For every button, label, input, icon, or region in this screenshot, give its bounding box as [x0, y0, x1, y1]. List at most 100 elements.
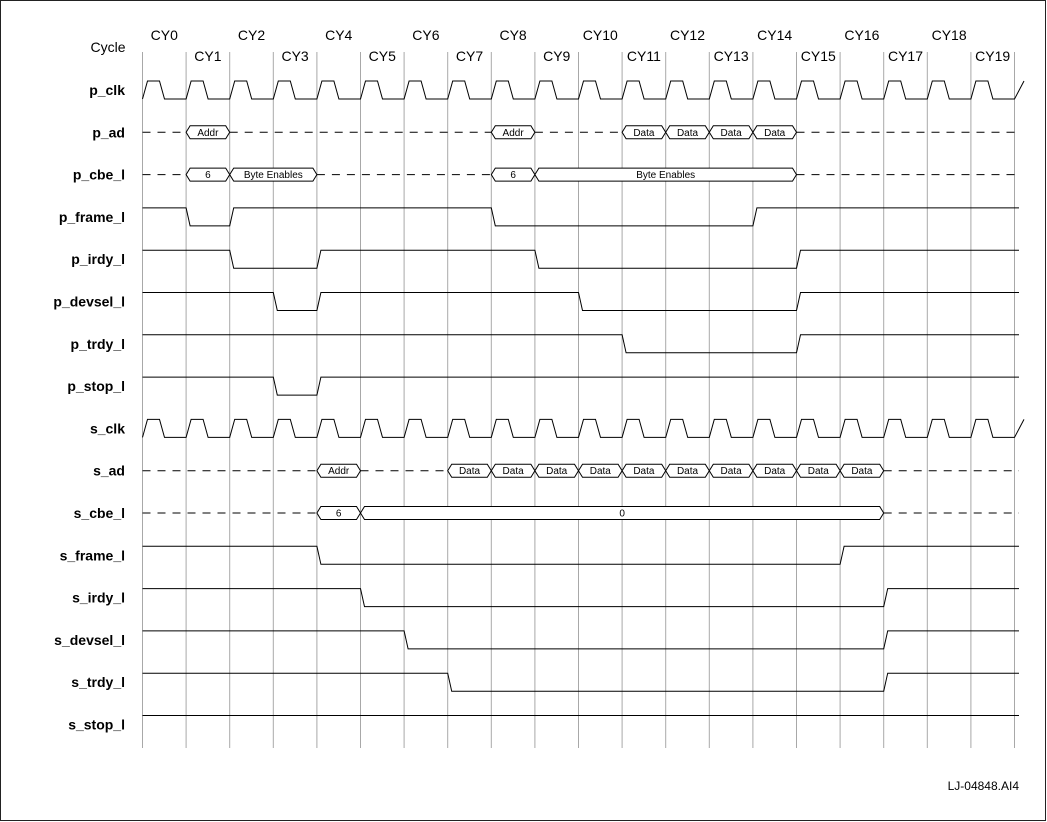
cycle-label: CY12 [670, 27, 705, 43]
signal-label: s_clk [90, 420, 125, 436]
signal-label: s_trdy_l [71, 674, 125, 690]
signal-label: p_irdy_l [71, 251, 125, 267]
signal-label: p_stop_l [67, 378, 125, 394]
bus-value-label: Data [808, 466, 830, 477]
cycle-label: CY19 [975, 48, 1010, 64]
cycle-header: Cycle CY0 CY1 CY2 CY3 CY4 CY5 CY6 CY7 CY8 CY9 CY10… [90, 27, 1010, 64]
bus-value-label: Addr [503, 128, 525, 139]
cycle-label: CY11 [627, 48, 661, 64]
bus-value-label: Data [459, 466, 481, 477]
level-waveform [142, 292, 1019, 311]
bus-value-label: 6 [510, 170, 516, 181]
signal-row: s_frame_l [60, 545, 1019, 565]
signal-label: p_frame_l [59, 209, 125, 225]
cycle-guides [142, 52, 1015, 748]
bus-value-label: Addr [197, 128, 219, 139]
bus-value-label: Data [721, 466, 743, 477]
level-waveform [142, 376, 1019, 396]
signal-row: p_irdy_l [71, 249, 1019, 269]
bus-value-label: Addr [328, 466, 350, 477]
signal-row: p_ad Addr Addr Data Data Data Data [92, 124, 1019, 140]
bus-value-label: Data [590, 466, 612, 477]
bus-value-label: Data [764, 466, 786, 477]
level-waveform [142, 672, 1019, 692]
bus-value-label: Data [633, 466, 655, 477]
signal-label: p_ad [92, 124, 125, 140]
cycle-label: CY9 [543, 48, 570, 64]
signal-label: p_devsel_l [53, 294, 125, 310]
signal-label: s_devsel_l [54, 632, 125, 648]
signal-row: s_cbe_l 6 0 [74, 505, 1019, 521]
cycle-header-label: Cycle [90, 39, 125, 55]
clock-waveform [142, 80, 1025, 100]
cycle-label: CY14 [757, 27, 792, 43]
signal-row: s_trdy_l [71, 672, 1019, 692]
cycle-label: CY18 [932, 27, 967, 43]
signal-row: s_stop_l [68, 715, 1019, 733]
signal-label: s_stop_l [68, 717, 125, 733]
cycle-label: CY2 [238, 27, 265, 43]
signal-row: p_clk [89, 80, 1025, 100]
level-waveform [142, 207, 1019, 227]
cycle-label: CY7 [456, 48, 483, 64]
bus-value-box [490, 125, 536, 140]
bus-value-label: 6 [336, 509, 342, 520]
signal-row: s_devsel_l [54, 630, 1019, 650]
signal-row: p_trdy_l [71, 334, 1019, 354]
figure-id: LJ-04848.AI4 [948, 779, 1020, 793]
cycle-label: CY3 [281, 48, 308, 64]
clock-waveform [142, 418, 1025, 438]
bus-value-label: Data [677, 466, 699, 477]
cycle-label: CY1 [194, 48, 221, 64]
level-waveform [142, 545, 1019, 565]
signal-row: p_devsel_l [53, 292, 1019, 311]
signal-row: p_cbe_l 6 Byte Enables 6 Byte Enables [73, 167, 1019, 183]
bus-value-label: Data [503, 466, 525, 477]
cycle-label: CY0 [151, 27, 178, 43]
bus-value-box [229, 167, 318, 182]
signal-row: p_stop_l [67, 376, 1019, 396]
cycle-label: CY8 [499, 27, 526, 43]
signal-rows: p_clk p_ad Addr Addr Data Data Data Data p_cbe_l… [53, 80, 1025, 733]
bus-value-label: Data [764, 128, 786, 139]
bus-value-label: Data [851, 466, 873, 477]
signal-row: s_clk [90, 418, 1025, 438]
bus-value-label: Byte Enables [244, 170, 303, 181]
signal-label: s_irdy_l [72, 590, 125, 606]
signal-row: p_frame_l [59, 207, 1019, 227]
cycle-label: CY4 [325, 27, 352, 43]
level-waveform [142, 630, 1019, 650]
bus-value-label: Data [721, 128, 743, 139]
cycle-label: CY15 [801, 48, 836, 64]
cycle-label: CY6 [412, 27, 439, 43]
bus-value-label: Byte Enables [636, 170, 695, 181]
signal-label: s_cbe_l [74, 505, 125, 521]
level-waveform [142, 588, 1019, 608]
bus-value-label: 6 [205, 170, 211, 181]
cycle-label: CY13 [714, 48, 749, 64]
cycle-label: CY16 [844, 27, 879, 43]
signal-label: p_cbe_l [73, 167, 125, 183]
bus-value-label: Data [677, 128, 699, 139]
cycle-label: CY10 [583, 27, 618, 43]
cycle-label: CY5 [369, 48, 396, 64]
cycle-label: CY17 [888, 48, 923, 64]
signal-row: s_ad Addr Data Data Data Data Data Data Data Data… [93, 463, 1019, 479]
bus-value-box [316, 463, 362, 478]
bus-value-label: Data [633, 128, 655, 139]
signal-label: p_clk [89, 82, 125, 98]
level-waveform [142, 249, 1019, 269]
signal-label: p_trdy_l [71, 336, 125, 352]
bus-value-box [185, 125, 231, 140]
signal-label: s_ad [93, 463, 125, 479]
signal-row: s_irdy_l [72, 588, 1019, 608]
bus-value-box [534, 167, 798, 182]
bus-value-label: 0 [619, 509, 625, 520]
level-waveform [142, 334, 1019, 354]
bus-value-box [359, 506, 885, 520]
bus-value-label: Data [546, 466, 568, 477]
bus-value-box [752, 125, 798, 140]
bus-value-box [839, 463, 885, 478]
